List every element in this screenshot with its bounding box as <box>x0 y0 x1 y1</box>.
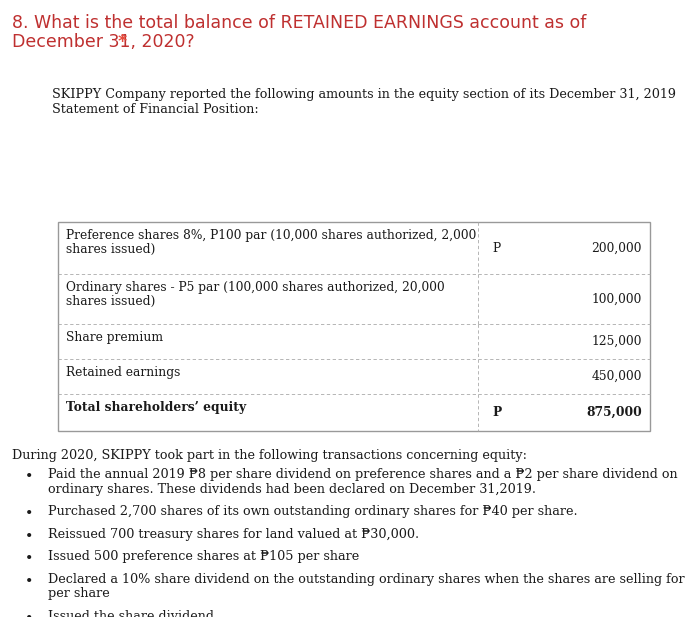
Text: •: • <box>25 529 33 543</box>
Text: Ordinary shares - P5 par (100,000 shares authorized, 20,000: Ordinary shares - P5 par (100,000 shares… <box>66 281 445 294</box>
Text: Purchased 2,700 shares of its own outstanding ordinary shares for ₱40 per share.: Purchased 2,700 shares of its own outsta… <box>48 505 577 518</box>
Text: Declared a 10% share dividend on the outstanding ordinary shares when the shares: Declared a 10% share dividend on the out… <box>48 573 689 586</box>
Text: Issued 500 preference shares at ₱105 per share: Issued 500 preference shares at ₱105 per… <box>48 550 359 563</box>
Text: shares issued): shares issued) <box>66 242 156 255</box>
Text: per share: per share <box>48 587 110 600</box>
Text: 8. What is the total balance of RETAINED EARNINGS account as of: 8. What is the total balance of RETAINED… <box>12 14 586 32</box>
Text: Retained earnings: Retained earnings <box>66 366 181 379</box>
Text: P: P <box>492 406 501 419</box>
Text: •: • <box>25 470 33 483</box>
Text: Reissued 700 treasury shares for land valued at ₱30,000.: Reissued 700 treasury shares for land va… <box>48 528 419 540</box>
Text: Statement of Financial Position:: Statement of Financial Position: <box>52 102 259 116</box>
Text: •: • <box>25 574 33 588</box>
Text: SKIPPY Company reported the following amounts in the equity section of its Decem: SKIPPY Company reported the following am… <box>52 88 676 101</box>
Text: Total shareholders’ equity: Total shareholders’ equity <box>66 401 246 414</box>
Text: *: * <box>118 33 127 51</box>
Text: December 31, 2020?: December 31, 2020? <box>12 33 200 51</box>
Text: 100,000: 100,000 <box>592 292 642 305</box>
Text: P: P <box>492 241 500 254</box>
Text: Preference shares 8%, P100 par (10,000 shares authorized, 2,000: Preference shares 8%, P100 par (10,000 s… <box>66 229 476 242</box>
Text: •: • <box>25 551 33 565</box>
Bar <box>58 222 650 431</box>
Text: 875,000: 875,000 <box>586 406 642 419</box>
Text: 200,000: 200,000 <box>591 241 642 254</box>
Text: Issued the share dividend: Issued the share dividend <box>48 610 214 617</box>
Text: •: • <box>25 506 33 520</box>
Text: Paid the annual 2019 ₱8 per share dividend on preference shares and a ₱2 per sha: Paid the annual 2019 ₱8 per share divide… <box>48 468 677 481</box>
Text: During 2020, SKIPPY took part in the following transactions concerning equity:: During 2020, SKIPPY took part in the fol… <box>12 449 527 462</box>
Text: 450,000: 450,000 <box>591 370 642 383</box>
Text: Share premium: Share premium <box>66 331 163 344</box>
Text: •: • <box>25 611 33 617</box>
Text: 125,000: 125,000 <box>591 335 642 348</box>
Text: shares issued): shares issued) <box>66 295 156 308</box>
Text: ordinary shares. These dividends had been declared on December 31,2019.: ordinary shares. These dividends had bee… <box>48 482 536 495</box>
